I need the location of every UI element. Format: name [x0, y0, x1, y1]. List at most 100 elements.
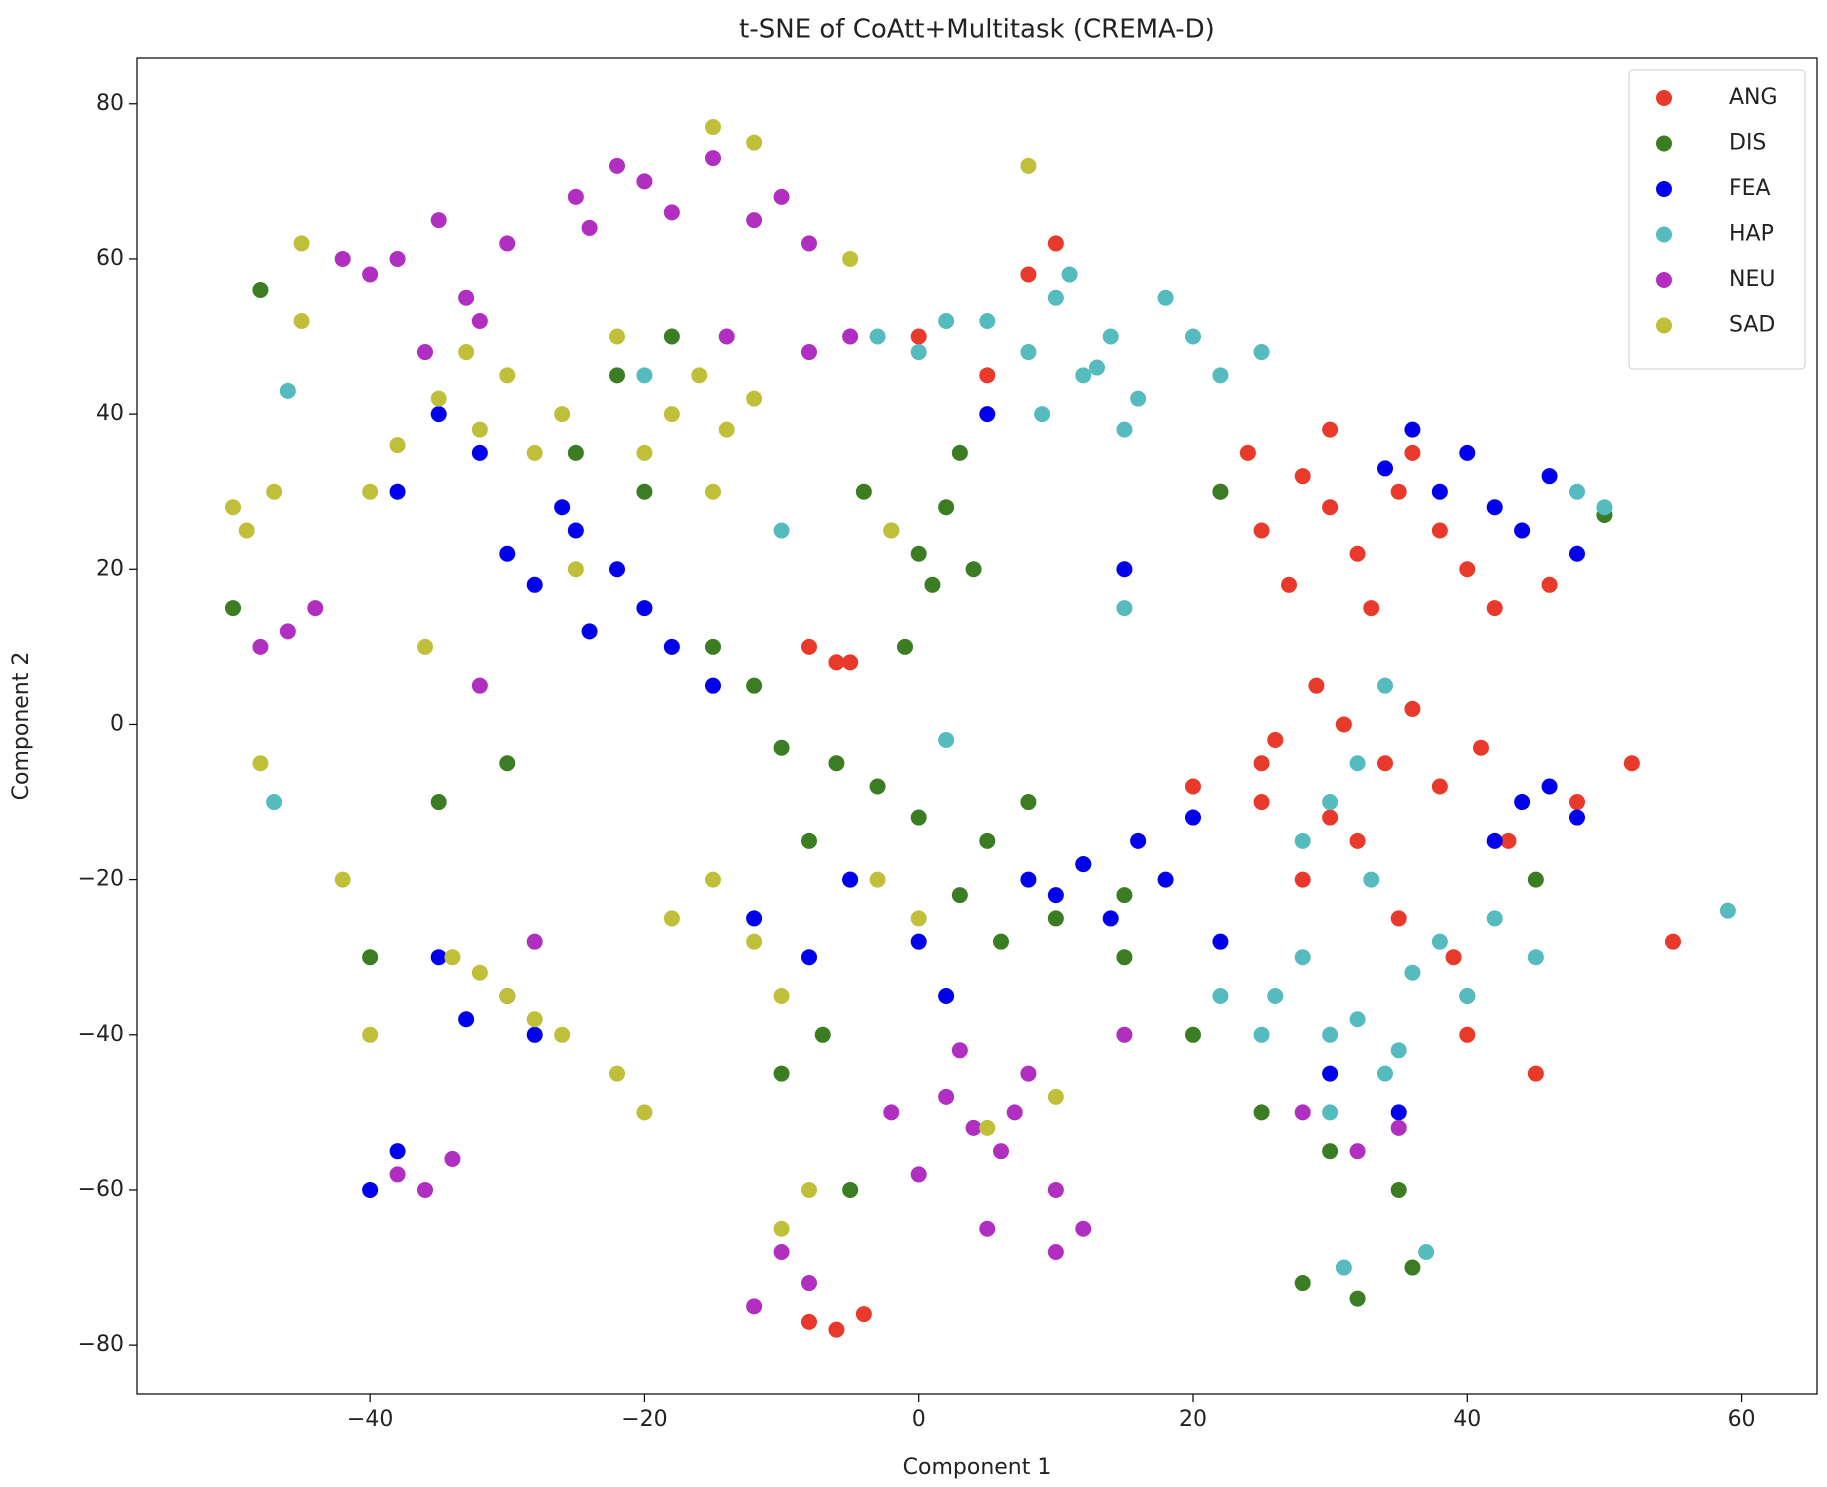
- point: [1349, 1143, 1366, 1160]
- point: [430, 390, 447, 407]
- point: [334, 250, 351, 267]
- point: [1404, 964, 1421, 981]
- point: [1349, 1011, 1366, 1028]
- point: [746, 933, 763, 950]
- point: [869, 328, 886, 345]
- point: [1061, 266, 1078, 283]
- point: [279, 623, 296, 640]
- point: [1349, 832, 1366, 849]
- point: [1020, 794, 1037, 811]
- point: [1390, 1119, 1407, 1136]
- point: [362, 949, 379, 966]
- point: [1596, 499, 1613, 516]
- point: [430, 212, 447, 229]
- point: [1294, 949, 1311, 966]
- point: [1335, 1259, 1352, 1276]
- point: [1253, 1026, 1270, 1043]
- point: [1075, 367, 1092, 384]
- point: [1130, 832, 1147, 849]
- point: [1075, 1220, 1092, 1237]
- point: [1514, 522, 1531, 539]
- point: [1527, 949, 1544, 966]
- point: [458, 1011, 475, 1028]
- point: [979, 832, 996, 849]
- point: [1349, 1290, 1366, 1307]
- legend-marker: [1656, 90, 1672, 106]
- point: [1377, 1065, 1393, 1082]
- legend-marker: [1656, 135, 1672, 152]
- point: [1459, 561, 1476, 578]
- point: [951, 444, 968, 461]
- point: [1267, 987, 1284, 1004]
- point: [1253, 522, 1270, 539]
- point: [1486, 499, 1503, 516]
- point: [279, 382, 296, 399]
- point: [636, 1104, 653, 1121]
- point: [389, 250, 406, 267]
- point: [1404, 421, 1421, 438]
- x-tick-label: −40: [347, 1407, 393, 1432]
- point: [1569, 809, 1585, 826]
- point: [746, 390, 763, 407]
- point: [252, 755, 269, 772]
- legend-marker: [1656, 317, 1672, 334]
- point: [362, 1181, 379, 1198]
- point: [430, 406, 447, 423]
- point: [910, 344, 927, 361]
- point: [1486, 600, 1503, 617]
- point: [471, 964, 488, 981]
- point: [1569, 483, 1585, 500]
- point: [1267, 731, 1284, 748]
- point: [609, 1065, 625, 1082]
- point: [1527, 871, 1544, 888]
- point: [1500, 832, 1517, 849]
- point: [1349, 755, 1366, 772]
- point: [526, 1026, 543, 1043]
- y-tick-label: −20: [78, 867, 124, 892]
- point: [1459, 444, 1476, 461]
- point: [1404, 1259, 1421, 1276]
- point: [773, 1065, 790, 1082]
- point: [362, 483, 379, 500]
- point: [1089, 359, 1105, 376]
- point: [499, 545, 516, 562]
- plot-frame: [136, 57, 1818, 1395]
- point: [842, 871, 859, 888]
- point: [609, 367, 625, 384]
- point: [910, 545, 927, 562]
- x-tick-label: −20: [621, 1407, 667, 1432]
- point: [238, 522, 255, 539]
- point: [883, 1104, 900, 1121]
- point: [554, 406, 571, 423]
- point: [1459, 1026, 1476, 1043]
- point: [1034, 406, 1051, 423]
- point: [1212, 987, 1229, 1004]
- point: [855, 483, 872, 500]
- point: [705, 483, 721, 500]
- point: [1047, 887, 1064, 904]
- point: [1486, 910, 1503, 927]
- legend-marker: [1656, 272, 1672, 288]
- legend-label: ANG: [1729, 85, 1778, 110]
- point: [1569, 794, 1585, 811]
- point: [1212, 367, 1229, 384]
- point: [705, 150, 721, 167]
- legend-label: HAP: [1729, 222, 1774, 247]
- point: [526, 576, 543, 593]
- point: [910, 910, 927, 927]
- legend-label: NEU: [1729, 267, 1775, 292]
- point: [1294, 871, 1311, 888]
- x-tick-label: 60: [1728, 1407, 1756, 1432]
- point: [252, 638, 269, 655]
- point: [1322, 499, 1339, 516]
- point: [526, 1011, 543, 1028]
- point: [801, 949, 817, 966]
- point: [1431, 522, 1448, 539]
- point: [1541, 778, 1558, 795]
- point: [389, 483, 406, 500]
- point: [1253, 755, 1270, 772]
- point: [1047, 1088, 1064, 1105]
- point: [663, 328, 680, 345]
- x-axis-label: Component 1: [903, 1455, 1052, 1480]
- point: [1377, 677, 1393, 694]
